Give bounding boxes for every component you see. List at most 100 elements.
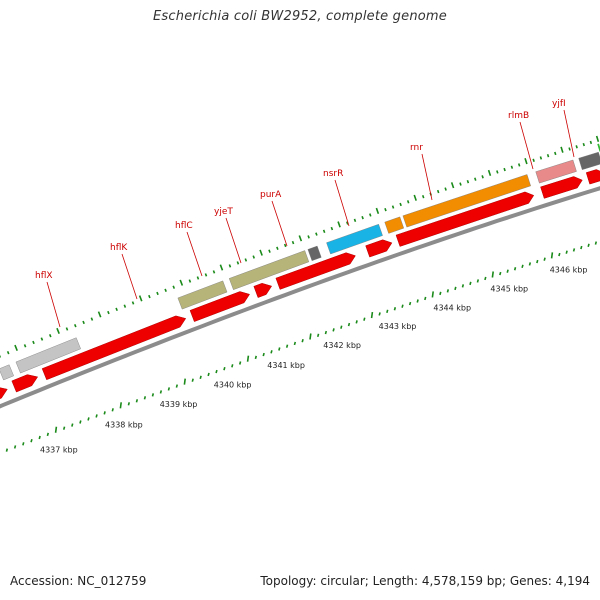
- tick-mark: [452, 182, 454, 188]
- gene-label-hflC: hflC: [175, 221, 193, 231]
- tick-mark: [447, 289, 448, 292]
- gene-label-rlmB: rlmB: [508, 111, 529, 121]
- tick-mark: [533, 159, 534, 162]
- tick-mark: [15, 445, 16, 448]
- tick-mark: [260, 250, 262, 256]
- tick-mark: [56, 427, 57, 433]
- tick-mark: [522, 265, 523, 268]
- tick-mark: [414, 195, 416, 201]
- tick-mark: [555, 152, 556, 155]
- tick-mark: [445, 188, 446, 191]
- tick-mark: [331, 227, 332, 230]
- tick-mark: [525, 158, 527, 164]
- tick-mark: [165, 289, 166, 292]
- kbp-tick-label: 4337 kbp: [40, 445, 78, 454]
- tick-mark: [432, 291, 433, 297]
- gene-label-hflK: hflK: [110, 243, 128, 253]
- tick-mark: [66, 328, 67, 331]
- gene-label-yjfI: yjfI: [552, 99, 566, 109]
- tick-mark: [99, 312, 101, 318]
- gene-label-leader: [187, 232, 202, 276]
- tick-mark: [232, 364, 233, 367]
- kbp-tick-label: 4338 kbp: [105, 421, 143, 430]
- tick-mark: [41, 338, 42, 341]
- tick-mark: [50, 334, 51, 337]
- tick-mark: [57, 328, 59, 334]
- tick-mark: [408, 200, 409, 203]
- tick-mark: [393, 206, 394, 209]
- tick-mark: [569, 148, 570, 151]
- tick-mark: [224, 367, 225, 370]
- tick-mark: [515, 267, 516, 270]
- backbone-band: [0, 183, 600, 412]
- tick-mark: [173, 286, 174, 289]
- tick-mark: [72, 424, 73, 427]
- tick-mark: [475, 178, 476, 181]
- gene-block: [0, 365, 14, 380]
- tick-mark: [133, 302, 134, 305]
- gene-label-hflX: hflX: [35, 271, 53, 281]
- kbp-tick-label: 4341 kbp: [267, 361, 305, 370]
- tick-mark: [349, 323, 350, 326]
- tick-mark: [529, 262, 530, 265]
- tick-mark: [370, 214, 371, 217]
- tick-mark: [23, 442, 24, 445]
- tick-mark: [482, 175, 483, 178]
- tick-mark: [197, 277, 198, 280]
- tick-mark: [540, 157, 541, 160]
- tick-mark: [310, 334, 311, 340]
- tick-mark: [489, 170, 491, 176]
- tick-mark: [574, 248, 575, 251]
- tick-mark: [240, 362, 241, 365]
- tick-mark: [511, 166, 512, 169]
- tick-mark: [385, 208, 386, 211]
- tick-mark: [417, 300, 418, 303]
- cds-arrow: [254, 283, 272, 297]
- tick-mark: [548, 154, 549, 157]
- tick-mark: [64, 427, 65, 430]
- tick-mark: [455, 287, 456, 290]
- tick-mark: [80, 421, 81, 424]
- tick-mark: [318, 334, 319, 337]
- tick-mark: [75, 324, 76, 327]
- tick-mark: [566, 251, 567, 254]
- tick-mark: [588, 244, 589, 247]
- tick-mark: [205, 274, 206, 277]
- tick-mark: [470, 282, 471, 285]
- tick-mark: [33, 341, 34, 344]
- tick-mark: [467, 180, 468, 183]
- tick-mark: [140, 296, 142, 302]
- tick-mark: [410, 302, 411, 305]
- gene-block: [385, 217, 404, 234]
- tick-mark: [287, 345, 288, 348]
- tick-mark: [279, 347, 280, 350]
- tick-mark: [96, 414, 97, 417]
- tick-mark: [537, 260, 538, 263]
- tick-mark: [269, 250, 270, 253]
- tick-mark: [316, 233, 317, 236]
- tick-mark: [168, 387, 169, 390]
- tick-mark: [180, 280, 182, 286]
- tick-mark: [504, 168, 505, 171]
- tick-mark: [440, 292, 441, 295]
- tick-mark: [144, 396, 145, 399]
- kbp-tick-label: 4346 kbp: [550, 265, 588, 274]
- cds-arrow: [0, 387, 7, 403]
- tick-mark: [160, 390, 161, 393]
- tick-mark: [271, 350, 272, 353]
- tick-mark: [362, 216, 363, 219]
- tick-mark: [507, 270, 508, 273]
- tick-mark: [39, 436, 40, 439]
- tick-mark: [149, 295, 150, 298]
- tick-mark: [192, 379, 193, 382]
- tick-mark: [425, 297, 426, 300]
- tick-mark: [83, 321, 84, 324]
- tick-mark: [213, 270, 214, 273]
- tick-mark: [477, 279, 478, 282]
- genome-map: 4337 kbp4338 kbp4339 kbp4340 kbp4341 kbp…: [0, 0, 600, 600]
- tick-mark: [8, 351, 9, 354]
- kbp-tick-label: 4340 kbp: [214, 380, 252, 389]
- tick-mark: [338, 222, 340, 228]
- tick-mark: [6, 449, 7, 452]
- tick-mark: [576, 145, 577, 148]
